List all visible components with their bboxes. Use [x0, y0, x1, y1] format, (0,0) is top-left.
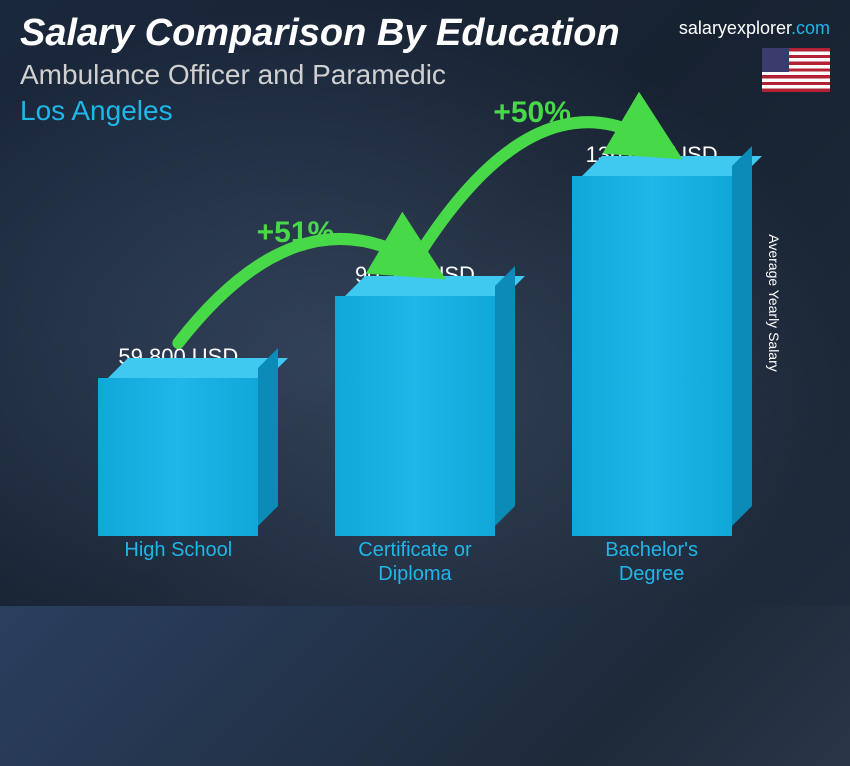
bar-chart: 59,800 USD90,500 USD136,000 USD High Sch… [60, 160, 770, 586]
chart-subtitle: Ambulance Officer and Paramedic [20, 59, 830, 91]
increase-pct-label: +50% [493, 96, 571, 130]
brand-name: salaryexplorer [679, 18, 791, 38]
increase-arrow [60, 160, 850, 766]
chart-location: Los Angeles [20, 95, 830, 127]
flag-icon [762, 48, 830, 92]
brand-label: salaryexplorer.com [679, 18, 830, 39]
brand-suffix: .com [791, 18, 830, 38]
